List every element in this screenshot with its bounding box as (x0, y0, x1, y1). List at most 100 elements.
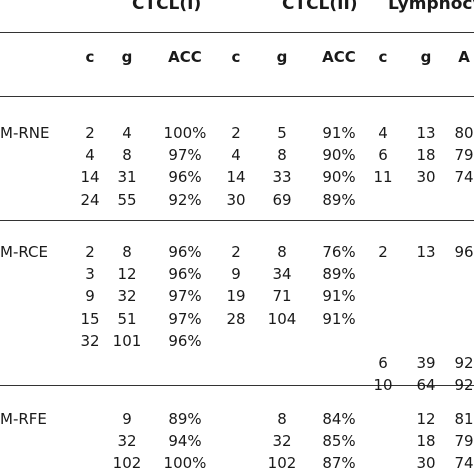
table-cell: 30 (416, 168, 436, 187)
table-cell: 24 (80, 190, 100, 209)
top-rule (0, 32, 474, 33)
table-cell: 12 (416, 410, 436, 428)
table-cell: 13 (416, 243, 436, 261)
table-cell: 96 (454, 243, 474, 261)
table-cell: 39 (416, 354, 436, 372)
table-cell: 100% (163, 124, 207, 142)
table-cell: 96% (168, 265, 202, 284)
table-cell: 94% (168, 432, 202, 451)
table-cell: 33 (272, 168, 292, 187)
table-cell: 91% (322, 309, 356, 328)
table-cell: 34 (272, 265, 292, 284)
table-cell: 64 (416, 376, 436, 395)
table-cell: 96% (168, 331, 202, 350)
header-lymphocyte: Lymphocy (388, 0, 474, 14)
table-cell: 84% (322, 410, 356, 428)
table-cell: 4 (231, 146, 241, 165)
table-cell: 18 (416, 146, 436, 165)
table-cell: 19 (226, 287, 246, 306)
header-ctcl-i: CTCL(I) (132, 0, 202, 14)
header-rule (0, 96, 474, 97)
table-cell: 32 (80, 331, 100, 350)
table-cell: 9 (85, 287, 95, 306)
table-cell: 96% (168, 168, 202, 187)
table-cell: 5 (277, 124, 287, 142)
header-ctcl-ii: CTCL(II) (282, 0, 358, 14)
table-cell: 32 (272, 432, 292, 451)
table-cell: 8 (277, 243, 287, 261)
table-cell: 102 (267, 454, 297, 473)
table-cell: 79 (454, 146, 474, 165)
table-cell: 9 (122, 410, 132, 428)
table-cell: 69 (272, 190, 292, 209)
table-cell: 28 (226, 309, 246, 328)
table-cell: 2 (378, 243, 388, 261)
table-cell: 15 (80, 309, 100, 328)
table-cell: 91% (322, 287, 356, 306)
sub-header-2: ACC (168, 48, 202, 66)
table-cell: 8 (277, 146, 287, 165)
table-cell: 30 (416, 454, 436, 473)
table-cell: 6 (378, 354, 388, 372)
sub-header-1: g (121, 48, 133, 66)
sub-header-8: A (458, 48, 470, 66)
table-cell: 2 (85, 243, 95, 261)
table-cell: 102 (112, 454, 142, 473)
table-cell: 2 (85, 124, 95, 142)
table-cell: 74 (454, 454, 474, 473)
table-cell: 4 (378, 124, 388, 142)
sub-header-4: g (276, 48, 288, 66)
row-label-m-rne: M-RNE (0, 124, 50, 142)
section-rule-2 (0, 385, 474, 386)
table-cell: 79 (454, 432, 474, 451)
row-label-m-rfe: M-RFE (0, 410, 47, 428)
table-cell: 85% (322, 432, 356, 451)
table-cell: 8 (122, 146, 132, 165)
table-cell: 10 (373, 376, 393, 395)
table-cell: 91% (322, 124, 356, 142)
table-cell: 89% (322, 190, 356, 209)
table-cell: 32 (117, 432, 137, 451)
table-cell: 104 (267, 309, 297, 328)
table-cell: 8 (277, 410, 287, 428)
table-cell: 76% (322, 243, 356, 261)
table-cell: 80 (454, 124, 474, 142)
table-cell: 18 (416, 432, 436, 451)
table-cell: 87% (322, 454, 356, 473)
table-cell: 51 (117, 309, 137, 328)
table-cell: 92 (454, 376, 474, 395)
table-cell: 96% (168, 243, 202, 261)
table-cell: 3 (85, 265, 95, 284)
table-cell: 92% (168, 190, 202, 209)
table-cell: 30 (226, 190, 246, 209)
table-cell: 81 (454, 410, 474, 428)
row-label-m-rce: M-RCE (0, 243, 48, 261)
table-cell: 2 (231, 124, 241, 142)
table-cell: 100% (163, 454, 207, 473)
table-cell: 11 (373, 168, 393, 187)
section-rule-1 (0, 220, 474, 221)
sub-header-7: g (420, 48, 432, 66)
table-cell: 8 (122, 243, 132, 261)
sub-header-5: ACC (322, 48, 356, 66)
table-cell: 12 (117, 265, 137, 284)
table-cell: 89% (168, 410, 202, 428)
table-cell: 32 (117, 287, 137, 306)
table-cell: 55 (117, 190, 137, 209)
table-cell: 4 (85, 146, 95, 165)
table-cell: 74 (454, 168, 474, 187)
table-cell: 13 (416, 124, 436, 142)
table-cell: 9 (231, 265, 241, 284)
table-cell: 97% (168, 287, 202, 306)
sub-header-6: c (378, 48, 388, 66)
table-cell: 89% (322, 265, 356, 284)
table-cell: 90% (322, 168, 356, 187)
sub-header-0: c (85, 48, 95, 66)
table-cell: 97% (168, 309, 202, 328)
table-cell: 101 (112, 331, 142, 350)
table-cell: 97% (168, 146, 202, 165)
table-cell: 14 (226, 168, 246, 187)
table-cell: 14 (80, 168, 100, 187)
table-cell: 6 (378, 146, 388, 165)
